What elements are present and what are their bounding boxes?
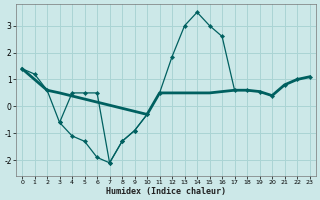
X-axis label: Humidex (Indice chaleur): Humidex (Indice chaleur) (106, 187, 226, 196)
